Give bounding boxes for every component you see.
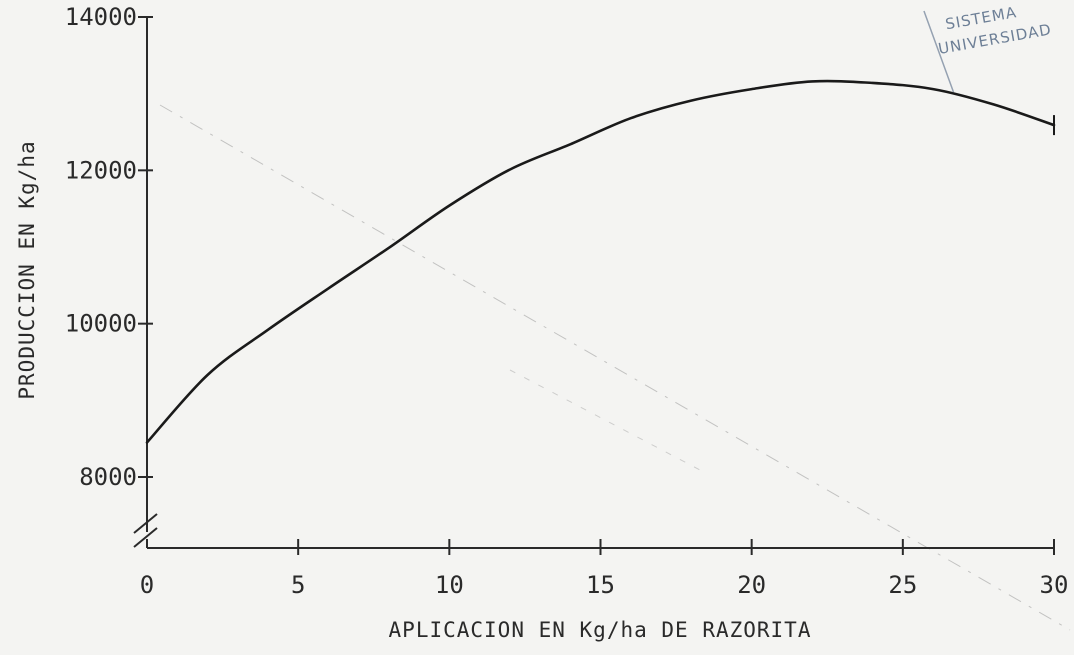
x-tick-label-5: 5 xyxy=(291,571,305,599)
series-line-0 xyxy=(145,79,1056,444)
y-tick-label-14000: 14000 xyxy=(65,3,137,31)
paper-artifact-line-2 xyxy=(509,369,701,471)
y-ticks: 8000 10000 12000 14000 xyxy=(65,3,153,491)
paper-artifact-line xyxy=(159,104,1071,631)
x-tick-label-10: 10 xyxy=(435,571,464,599)
x-axis-title: APLICACION EN Kg/ha DE RAZORITA xyxy=(389,618,812,642)
series-group xyxy=(145,79,1056,444)
x-tick-label-20: 20 xyxy=(737,571,766,599)
x-tick-label-30: 30 xyxy=(1040,571,1069,599)
x-tick-label-0: 0 xyxy=(140,571,154,599)
x-ticks: 0 5 10 15 20 25 30 xyxy=(140,539,1069,599)
y-axis-title: PRODUCCION EN Kg/ha xyxy=(15,140,39,399)
axis-break-mark-1 xyxy=(133,513,158,534)
x-tick-label-15: 15 xyxy=(586,571,615,599)
axis-break-mark-2 xyxy=(133,527,158,548)
stamp: SISTEMA UNIVERSIDAD xyxy=(923,3,1053,93)
y-tick-label-10000: 10000 xyxy=(65,310,137,338)
stamp-border xyxy=(923,10,955,93)
x-tick-label-25: 25 xyxy=(888,571,917,599)
y-tick-label-12000: 12000 xyxy=(65,156,137,184)
y-tick-label-8000: 8000 xyxy=(79,463,137,491)
